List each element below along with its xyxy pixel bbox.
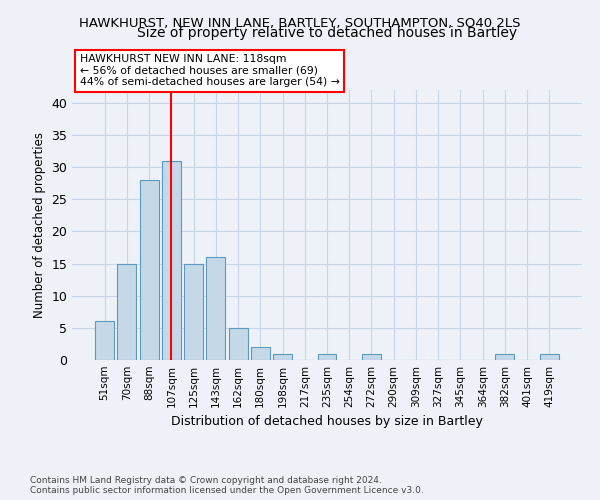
Bar (95, 322, 114, 360)
Bar (118, 264, 136, 360)
Bar (317, 354, 337, 360)
Title: Size of property relative to detached houses in Bartley: Size of property relative to detached ho… (137, 26, 517, 40)
Text: HAWKHURST NEW INN LANE: 118sqm
← 56% of detached houses are smaller (69)
44% of : HAWKHURST NEW INN LANE: 118sqm ← 56% of … (80, 54, 340, 88)
Bar (140, 180, 158, 360)
Bar (184, 264, 203, 360)
Bar (251, 347, 270, 360)
Bar (362, 354, 381, 360)
Bar (496, 354, 514, 360)
Bar (229, 328, 248, 360)
Bar (162, 160, 181, 360)
Bar (206, 257, 225, 360)
Text: Contains HM Land Registry data © Crown copyright and database right 2024.
Contai: Contains HM Land Registry data © Crown c… (30, 476, 424, 495)
Bar (273, 354, 292, 360)
X-axis label: Distribution of detached houses by size in Bartley: Distribution of detached houses by size … (171, 416, 483, 428)
Bar (540, 354, 559, 360)
Y-axis label: Number of detached properties: Number of detached properties (33, 132, 46, 318)
Text: HAWKHURST, NEW INN LANE, BARTLEY, SOUTHAMPTON, SO40 2LS: HAWKHURST, NEW INN LANE, BARTLEY, SOUTHA… (79, 18, 521, 30)
